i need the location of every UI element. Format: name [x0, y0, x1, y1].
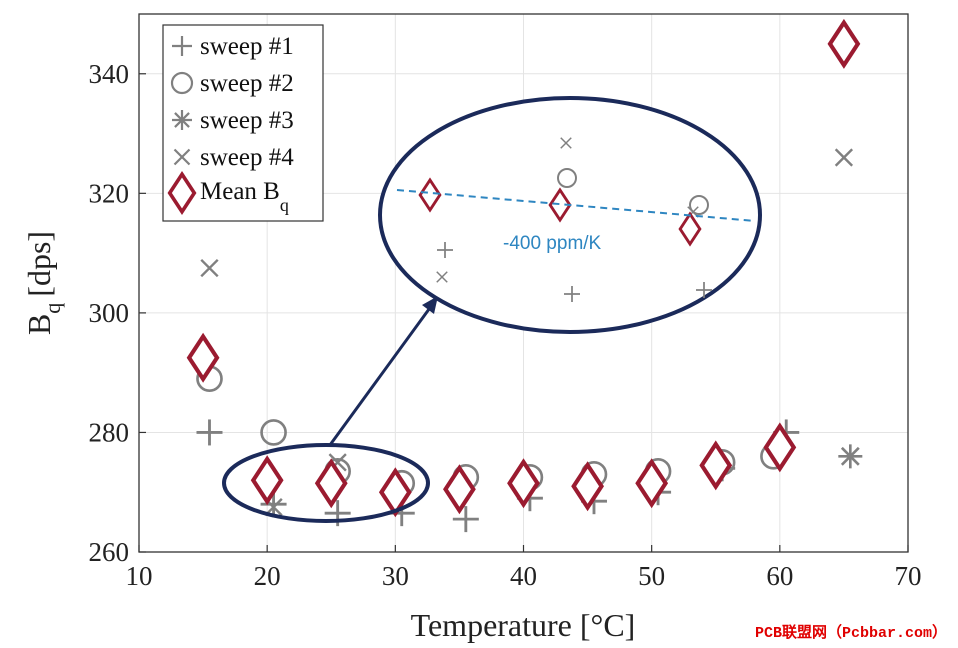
zoom-callout: -400 ppm/K	[222, 96, 762, 523]
zoom-marker	[560, 137, 572, 149]
legend-label-sweep1: sweep #1	[200, 33, 294, 60]
x-tick-label: 20	[254, 561, 281, 591]
x-tick-label: 70	[895, 561, 922, 591]
zoom-marker	[436, 271, 448, 283]
legend-icon-plus	[172, 36, 192, 56]
zoom-marker	[689, 195, 709, 215]
y-tick-label: 320	[89, 178, 130, 208]
data-point-series-5	[571, 461, 604, 512]
data-point-series-4	[834, 148, 854, 167]
legend: sweep #1 sweep #2 sweep #3 sweep #4 Mean…	[162, 24, 324, 222]
data-point-series-5	[507, 458, 540, 509]
data-point-series-5	[635, 458, 669, 509]
y-tick-label: 300	[89, 298, 130, 328]
data-point-series-5	[186, 332, 220, 383]
slope-label: -400 ppm/K	[503, 233, 602, 254]
legend-label-sweep4: sweep #4	[200, 144, 294, 171]
zoom-arrow-head	[422, 296, 438, 314]
data-point-series-1	[260, 491, 287, 518]
legend-icon-diamond	[167, 170, 197, 216]
data-point-series-5	[827, 18, 861, 69]
data-point-series-5	[763, 422, 797, 473]
zoom-marker	[678, 211, 702, 247]
x-axis-title: Temperature [°C]	[411, 607, 636, 643]
legend-label-mean: Mean Bq	[200, 178, 289, 215]
zoom-arrow-line	[328, 304, 434, 446]
watermark: PCB联盟网（Pcbbar.com）	[755, 623, 947, 642]
zoom-marker	[548, 187, 572, 223]
legend-icons	[167, 36, 197, 216]
data-point-series-5	[699, 440, 733, 491]
zoom-marker	[557, 168, 577, 188]
legend-icon-cross	[173, 148, 191, 166]
data-point-series-2	[260, 419, 287, 446]
y-tick-label: 280	[89, 417, 130, 447]
x-tick-label: 40	[510, 561, 537, 591]
legend-label-sweep3: sweep #3	[200, 107, 294, 134]
y-axis-title: Bq[dps]	[21, 231, 65, 335]
data-point-series-5	[314, 458, 348, 509]
data-point-series-5	[378, 467, 412, 518]
zoom-marker	[418, 177, 442, 213]
zoom-marker	[564, 286, 580, 302]
y-tick-label: 260	[89, 537, 130, 567]
data-point-series-5	[250, 455, 284, 506]
zoom-source-ellipse	[222, 443, 430, 523]
x-tick-label: 30	[382, 561, 409, 591]
zoom-detail-markers	[418, 137, 712, 302]
zoom-marker	[696, 282, 712, 298]
data-point-series-1	[452, 506, 479, 533]
axis-ticks	[138, 73, 909, 553]
x-tick-label: 60	[766, 561, 793, 591]
y-tick-label: 340	[89, 59, 130, 89]
data-point-series-4	[200, 258, 219, 278]
x-tick-label: 10	[126, 561, 153, 591]
zoom-detail-ellipse	[378, 96, 762, 334]
data-markers	[186, 18, 863, 533]
zoom-marker	[437, 242, 453, 258]
legend-label-sweep2: sweep #2	[200, 70, 294, 97]
tick-labels: 10 20 30 40 50 60 70 260 280 300 320 340	[89, 59, 922, 591]
legend-icon-asterisk	[172, 110, 192, 130]
x-tick-label: 50	[638, 561, 665, 591]
data-point-series-1	[196, 419, 223, 446]
data-point-series-5	[443, 464, 476, 515]
legend-icon-circle	[170, 71, 194, 95]
data-point-series-3	[838, 444, 863, 469]
